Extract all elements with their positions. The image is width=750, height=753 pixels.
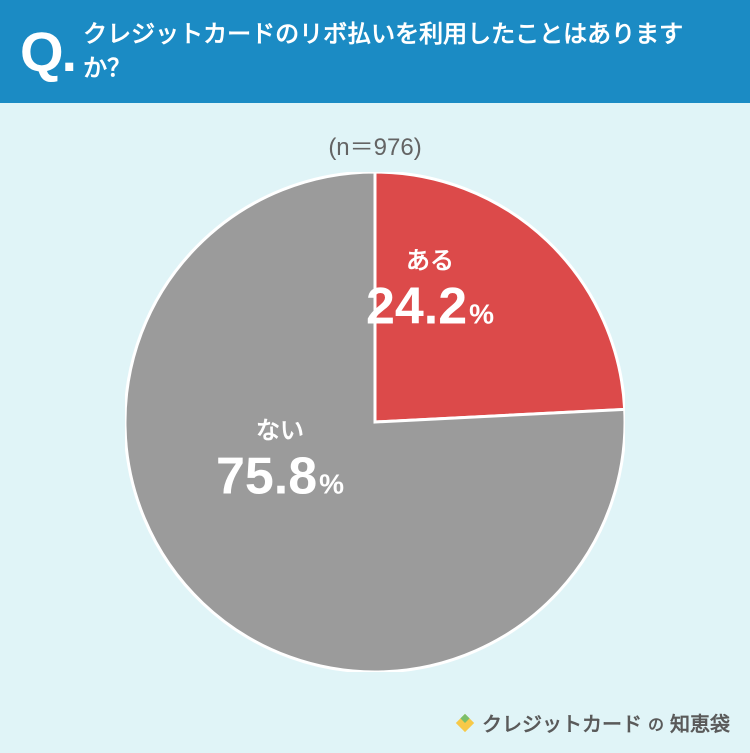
brand-text-a: クレジットカード (482, 708, 642, 737)
pie-slice-label: ない75.8% (216, 417, 344, 506)
slice-value: 75.8 (216, 447, 317, 505)
slice-value: 24.2 (366, 277, 467, 335)
slice-pct-symbol: % (469, 298, 494, 329)
sample-size-label: (n＝976) (0, 127, 750, 162)
pie-slice-label: ある24.2% (366, 247, 494, 336)
question-header: Q. クレジットカードのリボ払いを利用したことはありますか？ (0, 0, 750, 103)
brand-text-c: 知恵袋 (670, 708, 730, 737)
slice-name: ある (366, 247, 494, 275)
pie-chart: ある24.2%ない75.8% (125, 172, 625, 672)
slice-pct-symbol: % (319, 468, 344, 499)
brand-text-b: の (648, 711, 664, 735)
footer-brand: クレジットカード の 知恵袋 (454, 708, 730, 737)
q-mark: Q. (20, 24, 75, 80)
chart-area: (n＝976) ある24.2%ない75.8% クレジットカード の 知恵袋 (0, 103, 750, 753)
question-text: クレジットカードのリボ払いを利用したことはありますか？ (83, 18, 726, 85)
brand-diamond-icon (454, 712, 476, 734)
slice-name: ない (216, 417, 344, 445)
